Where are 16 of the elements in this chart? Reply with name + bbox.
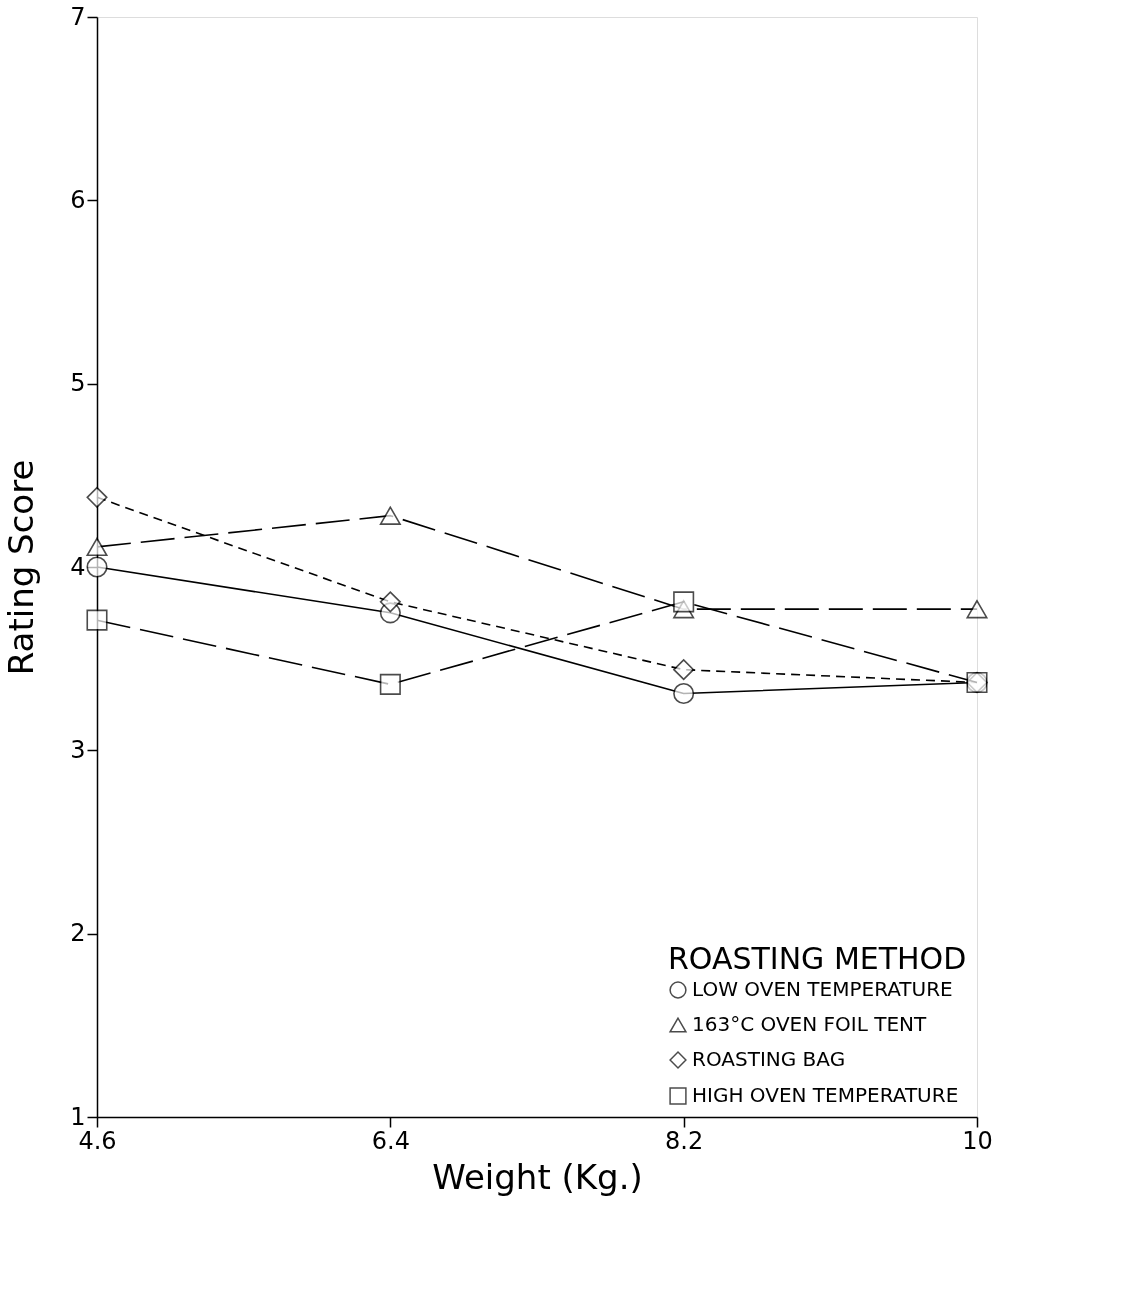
x-tick-label: 10 bbox=[962, 1126, 993, 1155]
y-tick-label: 2 bbox=[70, 919, 86, 948]
legend-label: 163°C OVEN FOIL TENT bbox=[692, 1012, 927, 1036]
x-tick-label: 8.2 bbox=[665, 1126, 704, 1155]
y-tick-label: 7 bbox=[70, 2, 86, 31]
x-axis-title: Weight (Kg.) bbox=[432, 1156, 643, 1197]
x-tick-label: 6.4 bbox=[371, 1126, 410, 1155]
legend-label: HIGH OVEN TEMPERATURE bbox=[692, 1083, 959, 1107]
y-tick-label: 5 bbox=[70, 369, 86, 398]
y-axis-title: Rating Score bbox=[1, 459, 42, 676]
legend-label: LOW OVEN TEMPERATURE bbox=[692, 977, 953, 1001]
y-tick-label: 4 bbox=[70, 552, 86, 581]
legend-title: ROASTING METHOD bbox=[668, 941, 967, 976]
y-tick-label: 3 bbox=[70, 735, 86, 764]
legend-label: ROASTING BAG bbox=[692, 1047, 846, 1071]
y-tick-label: 6 bbox=[70, 185, 86, 214]
